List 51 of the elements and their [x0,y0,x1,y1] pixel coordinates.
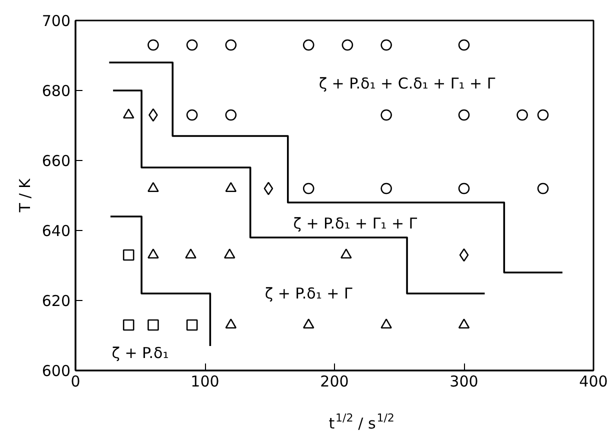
point [302,182,314,194]
x-tick-label: 300 [450,372,478,390]
x-tick-label: 0 [70,372,80,390]
y-tick-label: 640 [42,222,71,240]
point [148,39,159,51]
point [459,248,469,262]
point [122,249,134,261]
x-tick-label: 400 [579,372,608,390]
point [516,109,528,121]
annotation: ζ + P.δ₁ [112,344,169,362]
point [264,182,274,196]
point [380,39,392,51]
y-tick-label: 620 [42,292,71,310]
annotation: ζ + P.δ₁ + C.δ₁ + Γ₁ + Γ [318,74,496,92]
point [225,182,237,192]
point [302,39,314,51]
point [340,248,352,259]
point [185,248,196,259]
annotation: ζ + P.δ₁ + Γ [264,284,353,302]
point [186,109,198,121]
point [186,319,198,331]
point [225,109,237,121]
point [458,318,470,329]
point [380,182,392,194]
point [458,182,470,194]
point [380,318,392,329]
x-tick-label: 100 [190,372,220,390]
point [458,109,470,121]
point [148,182,159,192]
point [148,319,159,331]
y-tick-label: 600 [42,362,71,380]
y-tick-label: 660 [42,152,71,170]
point [380,109,392,121]
point [537,109,549,121]
point [148,248,159,259]
annotation: ζ + P.δ₁ + Γ₁ + Γ [293,214,418,232]
point [225,39,237,51]
point [342,39,354,51]
point [537,182,549,194]
point [186,39,198,51]
line-series [108,62,564,274]
point [122,319,134,331]
point [302,318,314,329]
point [225,318,237,329]
y-tick-label: 680 [42,82,71,100]
point [224,248,236,259]
point [458,39,470,51]
point [122,108,134,119]
y-tick-label: 700 [42,12,71,30]
x-tick-label: 200 [320,372,349,390]
y-axis-title: T / K [16,178,34,214]
